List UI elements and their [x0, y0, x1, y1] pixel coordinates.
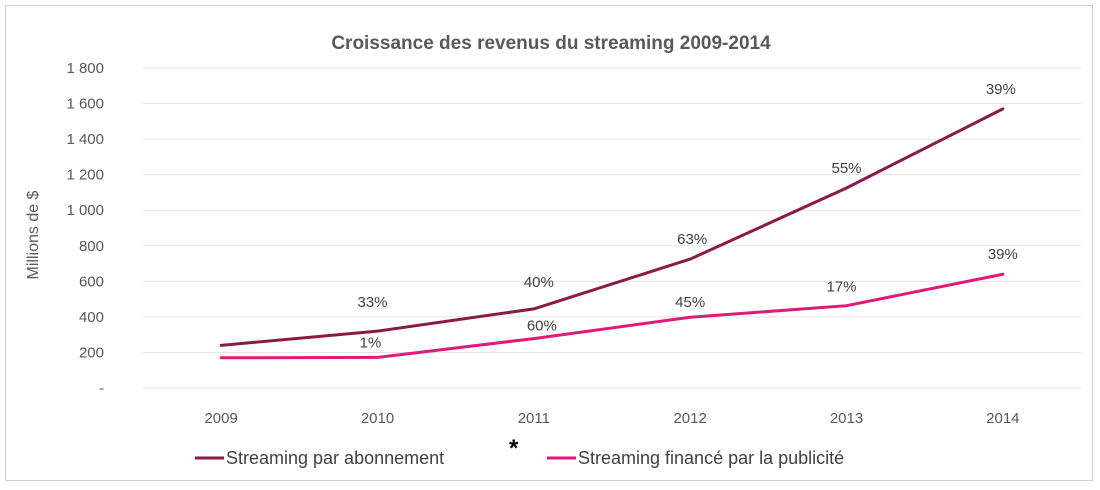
y-tick-label: 600 [79, 273, 104, 290]
y-tick-label: 1 000 [66, 202, 104, 219]
x-tick-label: 2013 [830, 410, 863, 427]
chart-title: Croissance des revenus du streaming 2009… [331, 33, 771, 54]
y-tick-label: 1 400 [66, 131, 104, 148]
y-tick-label: 800 [79, 238, 104, 255]
y-tick-label: 400 [79, 309, 104, 326]
y-tick-label: 1 800 [66, 60, 104, 77]
data-labels: 33% 40% 63% 55% 39% 1% 60% 45% 17% 39% [357, 81, 1017, 352]
chart-frame: Croissance des revenus du streaming 2009… [5, 5, 1093, 481]
data-label: 40% [524, 274, 554, 291]
data-label: 33% [357, 294, 387, 311]
data-label: 1% [360, 334, 382, 351]
series-line-0 [219, 107, 1005, 347]
x-tick-label: 2010 [361, 410, 394, 427]
data-label: 39% [986, 81, 1016, 98]
x-tick-label: 2012 [673, 410, 706, 427]
line-chart: Croissance des revenus du streaming 2009… [25, 33, 1081, 468]
x-tick-label: 2009 [204, 410, 237, 427]
y-axis-ticks: - 200 400 600 800 1 000 1 200 1 400 1 600 1 800 [66, 60, 104, 397]
legend-label-ad-funded: Streaming financé par la publicité [578, 448, 844, 468]
data-label: 55% [831, 160, 861, 177]
series-lines [219, 107, 1005, 360]
data-label: 17% [826, 279, 856, 296]
legend: Streaming par abonnement * Streaming fin… [195, 435, 844, 468]
x-tick-label: 2014 [986, 410, 1019, 427]
data-label: 60% [527, 318, 557, 335]
y-tick-label: 1 600 [66, 96, 104, 113]
x-axis-ticks: 2009 2010 2011 2012 2013 2014 [204, 410, 1019, 427]
data-label: 39% [988, 246, 1018, 263]
legend-label-subscription: Streaming par abonnement [226, 448, 444, 468]
data-label: 45% [675, 294, 705, 311]
y-tick-label: 1 200 [66, 167, 104, 184]
gridlines [143, 67, 1081, 389]
y-tick-label: - [99, 380, 104, 397]
data-label: 63% [677, 231, 707, 248]
series-line-1 [219, 272, 1005, 360]
x-tick-label: 2011 [518, 410, 550, 427]
legend-asterisk-marker: * [509, 435, 519, 462]
y-tick-label: 200 [79, 344, 104, 361]
y-axis-label: Millions de $ [25, 190, 42, 279]
